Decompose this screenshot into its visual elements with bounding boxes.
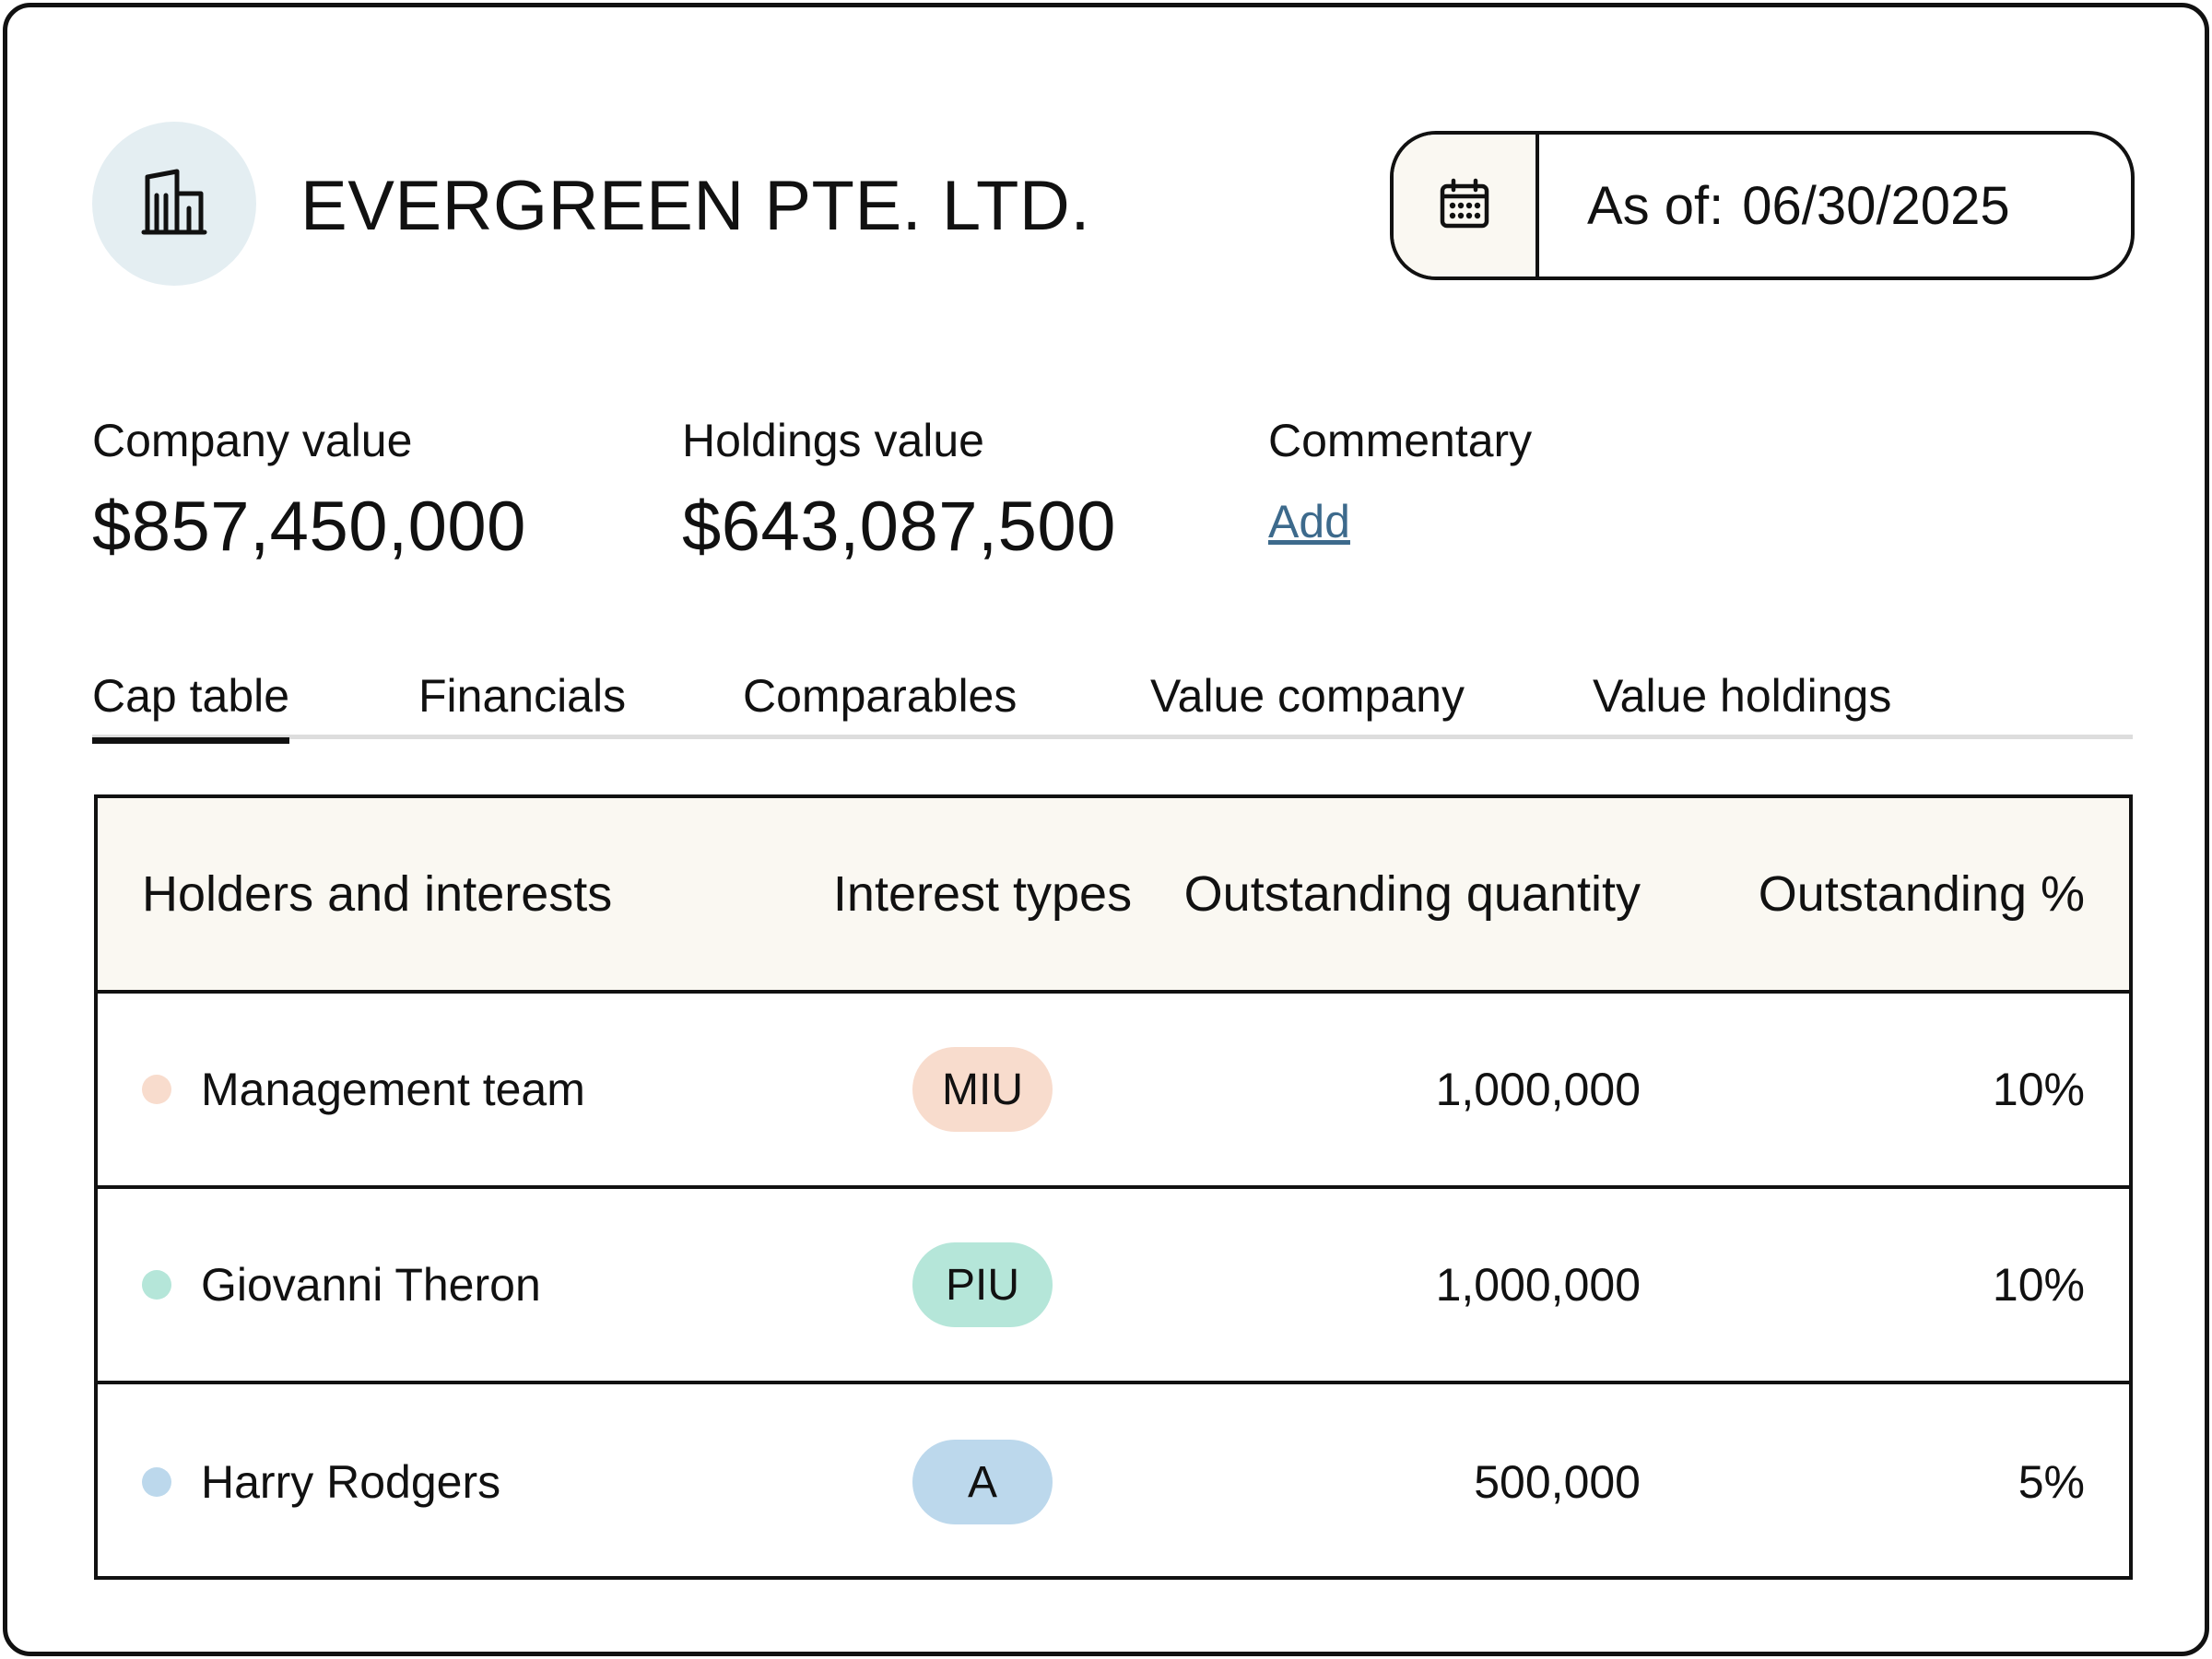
outstanding-quantity-cell: 1,000,000	[1435, 1259, 1641, 1311]
column-header-interest-types[interactable]: Interest types	[832, 866, 1133, 922]
tab-financials[interactable]: Financials	[418, 670, 627, 722]
as-of-date-value: 06/30/2025	[1742, 175, 2010, 236]
tab-value-holdings[interactable]: Value holdings	[1593, 670, 1892, 722]
holdings-value-amount: $643,087,500	[682, 488, 1116, 566]
holder-color-dot	[142, 1270, 171, 1300]
date-icon-cell[interactable]	[1394, 135, 1539, 276]
outstanding-quantity-cell: 1,000,000	[1435, 1064, 1641, 1115]
company-value-label: Company value	[92, 415, 413, 466]
interest-type-cell: MIU	[734, 994, 1231, 1185]
table-row[interactable]: Management team MIU 1,000,000 10%	[98, 994, 2129, 1189]
building-icon	[140, 168, 208, 241]
as-of-date-text[interactable]: As of: 06/30/2025	[1539, 135, 2010, 276]
holder-name: Harry Rodgers	[201, 1456, 501, 1508]
holder-name: Giovanni Theron	[201, 1259, 541, 1311]
outstanding-quantity-cell: 500,000	[1474, 1456, 1641, 1508]
holder-cell: Management team	[142, 994, 585, 1185]
company-value-metric: Company value $857,450,000	[92, 413, 526, 571]
tab-bar: Cap table Financials Comparables Value c…	[92, 664, 2133, 744]
tab-comparables[interactable]: Comparables	[743, 670, 1018, 722]
tab-value-company[interactable]: Value company	[1150, 670, 1465, 722]
interest-type-badge: MIU	[912, 1047, 1053, 1132]
as-of-label: As of:	[1587, 175, 1724, 236]
column-header-holders[interactable]: Holders and interests	[142, 866, 613, 922]
company-avatar	[92, 122, 256, 286]
interest-type-badge: A	[912, 1440, 1053, 1524]
commentary-label: Commentary	[1268, 415, 1533, 466]
add-commentary-link[interactable]: Add	[1268, 496, 1350, 547]
holdings-value-metric: Holdings value $643,087,500	[682, 413, 1116, 571]
holder-name: Management team	[201, 1064, 585, 1115]
as-of-date-picker[interactable]: As of: 06/30/2025	[1390, 131, 2135, 280]
calendar-icon	[1439, 178, 1490, 234]
table-row[interactable]: Harry Rodgers A 500,000 5%	[98, 1384, 2129, 1580]
company-card: EVERGREEN PTE. LTD. As of: 06/30/2025 Co	[3, 3, 2209, 1656]
holdings-value-label: Holdings value	[682, 415, 984, 466]
company-value-amount: $857,450,000	[92, 488, 526, 566]
outstanding-percent-cell: 10%	[1992, 1064, 2085, 1115]
holder-color-dot	[142, 1075, 171, 1104]
column-header-outstanding-percent[interactable]: Outstanding %	[1758, 866, 2085, 922]
interest-type-cell: PIU	[734, 1189, 1231, 1381]
holder-cell: Harry Rodgers	[142, 1384, 500, 1580]
holder-color-dot	[142, 1467, 171, 1497]
outstanding-percent-cell: 5%	[2018, 1456, 2085, 1508]
interest-type-badge: PIU	[912, 1242, 1053, 1327]
outstanding-percent-cell: 10%	[1992, 1259, 2085, 1311]
table-header: Holders and interests Interest types Out…	[98, 798, 2129, 994]
cap-table: Holders and interests Interest types Out…	[94, 794, 2133, 1580]
holder-cell: Giovanni Theron	[142, 1189, 541, 1381]
interest-type-cell: A	[734, 1384, 1231, 1580]
company-name: EVERGREEN PTE. LTD.	[300, 167, 1090, 245]
table-row[interactable]: Giovanni Theron PIU 1,000,000 10%	[98, 1189, 2129, 1384]
commentary-metric: Commentary Add	[1268, 413, 1532, 549]
column-header-outstanding-quantity[interactable]: Outstanding quantity	[1183, 866, 1641, 922]
tab-cap-table[interactable]: Cap table	[92, 664, 290, 744]
